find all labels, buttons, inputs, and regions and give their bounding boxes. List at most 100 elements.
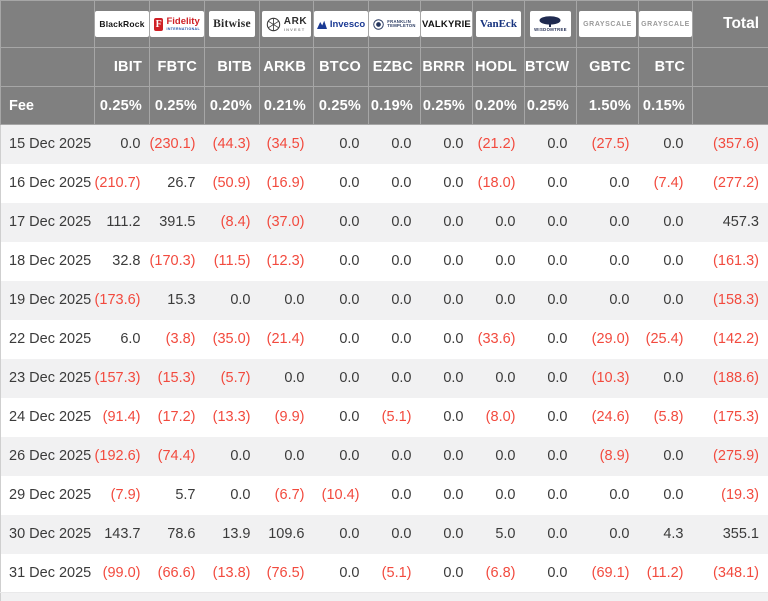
value-cell-BRRR: 0.0 (443, 487, 464, 503)
table-row: 17 Dec 2025 111.2 391.5 (8.4) (37.0) 0.0 0.0 0.… (0, 202, 768, 242)
total-cell: (275.9) (713, 448, 759, 464)
value-cell-GBTC: (29.0) (591, 331, 630, 347)
value-cell-ARKB: 0.0 (284, 448, 305, 464)
table-row: 29 Dec 2025 (7.9) 5.7 0.0 (6.7) (10.4) 0.0 0.0 0… (0, 475, 768, 515)
value-cell-FBTC: (74.4) (157, 448, 196, 464)
ticker-GBTC: GBTC (576, 47, 639, 87)
value-cell-BTCO: (10.4) (321, 487, 360, 503)
table-row: 22 Dec 2025 6.0 (3.8) (35.0) (21.4) 0.0 0.0 0.0… (0, 319, 768, 359)
value-cell-HODL: (8.0) (485, 409, 516, 425)
fee-ARKB: 0.21% (259, 86, 314, 125)
value-cell-ARKB: (76.5) (266, 564, 305, 581)
value-cell-GBTC: 0.0 (609, 487, 630, 503)
fidelity-wordmark: Fidelity INTERNATIONAL (166, 17, 200, 31)
value-cell-BTCO: 0.0 (339, 136, 360, 153)
value-cell-BTCW: 0.0 (547, 448, 568, 464)
value-cell-BTC: 0.0 (663, 214, 684, 230)
value-cell-HODL: (18.0) (477, 175, 516, 191)
value-cell-HODL: 0.0 (495, 370, 516, 386)
value-cell-BTCW: 0.0 (547, 136, 568, 153)
total-fee-cell (692, 86, 768, 125)
table-header: BlackRock F Fidelity INTERNATIONAL Bitwise AR… (0, 0, 768, 125)
date-cell: 29 Dec 2025 (9, 487, 92, 503)
value-cell-HODL: 0.0 (495, 292, 516, 308)
value-cell-BITB: 0.0 (230, 487, 251, 503)
value-cell-BTCO: 0.0 (339, 526, 360, 542)
valkyrie-wordmark: VALKYRIE (422, 18, 471, 30)
value-cell-BTCW: 0.0 (547, 564, 568, 581)
valkyrie-logo: VALKYRIE (421, 11, 472, 37)
ticker-BTC: BTC (638, 47, 693, 87)
fidelity-logo: F Fidelity INTERNATIONAL (150, 11, 204, 37)
value-cell-BITB: (44.3) (212, 136, 251, 153)
value-cell-BTCO: 0.0 (339, 409, 360, 425)
corner-cell (0, 0, 95, 48)
value-cell-ARKB: (37.0) (266, 214, 305, 230)
ark-wordmark: ARK INVEST (284, 16, 307, 32)
date-cell: 16 Dec 2025 (9, 175, 92, 191)
value-cell-ARKB: (9.9) (274, 409, 305, 425)
value-cell-EZBC: 0.0 (391, 448, 412, 464)
value-cell-BTCW: 0.0 (547, 487, 568, 503)
value-cell-BITB: 0.0 (230, 448, 251, 464)
date-cell: 26 Dec 2025 (9, 448, 92, 464)
value-cell-EZBC: 0.0 (391, 526, 412, 542)
date-cell: 22 Dec 2025 (9, 331, 92, 347)
partial-next-row (0, 592, 768, 601)
value-cell-BTC: 0.0 (663, 448, 684, 464)
value-cell-FBTC: 391.5 (159, 214, 196, 230)
grayscale-wordmark: GRAYSCALE (583, 20, 632, 28)
value-cell-BTC: 0.0 (663, 253, 684, 269)
value-cell-GBTC: 0.0 (609, 175, 630, 191)
wisdomtree-name: WISDOMTREE (534, 26, 567, 32)
value-cell-EZBC: 0.0 (391, 253, 412, 269)
grayscale-wordmark: GRAYSCALE (641, 20, 690, 28)
table-row: 15 Dec 2025 0.0 (230.1) (44.3) (34.5) 0.0 0.0 0… (0, 124, 768, 164)
value-cell-IBIT: 143.7 (104, 526, 141, 542)
value-cell-ARKB: (12.3) (266, 253, 305, 269)
value-cell-IBIT: 32.8 (112, 253, 141, 269)
bitwise-logo: Bitwise (209, 11, 255, 37)
value-cell-EZBC: 0.0 (391, 214, 412, 230)
franklin-line1: FRANKLIN (387, 18, 412, 24)
provider-logo-cell-EZBC: FRANKLIN TEMPLETON (368, 0, 421, 48)
value-cell-BRRR: 0.0 (443, 448, 464, 464)
provider-logo-cell-BRRR: VALKYRIE (420, 0, 473, 48)
value-cell-BITB: 0.0 (230, 292, 251, 308)
ticker-BTCW: BTCW (524, 47, 577, 87)
value-cell-BTCW: 0.0 (547, 253, 568, 269)
value-cell-BTC: 4.3 (663, 526, 684, 542)
value-cell-BTC: 0.0 (663, 487, 684, 503)
total-header: Total (692, 0, 768, 48)
value-cell-BTCW: 0.0 (547, 409, 568, 425)
blackrock-logo: BlackRock (95, 11, 149, 37)
value-cell-IBIT: (157.3) (94, 370, 141, 386)
value-cell-IBIT: (192.6) (94, 448, 141, 464)
value-cell-IBIT: (99.0) (102, 564, 141, 581)
value-cell-BTC: (5.8) (653, 409, 684, 425)
value-cell-HODL: 0.0 (495, 253, 516, 269)
value-cell-BTCO: 0.0 (339, 331, 360, 347)
value-cell-BTC: 0.0 (663, 136, 684, 153)
fee-row: Fee 0.25% 0.25% 0.20% 0.21% 0.25% 0.19% 0.25% 0… (0, 86, 768, 125)
value-cell-GBTC: 0.0 (609, 526, 630, 542)
fee-GBTC: 1.50% (576, 86, 639, 125)
fee-BTCO: 0.25% (313, 86, 369, 125)
value-cell-FBTC: (230.1) (149, 136, 196, 153)
date-cell: 19 Dec 2025 (9, 292, 92, 308)
grayscale-logo: GRAYSCALE (639, 11, 692, 37)
value-cell-BITB: (8.4) (220, 214, 251, 230)
value-cell-ARKB: 109.6 (268, 526, 305, 542)
value-cell-IBIT: (173.6) (94, 292, 141, 308)
value-cell-ARKB: (21.4) (266, 331, 305, 347)
invesco-wordmark: Invesco (329, 18, 366, 30)
ark-logo: ARK INVEST (261, 11, 312, 37)
value-cell-BTC: (25.4) (645, 331, 684, 347)
ticker-EZBC: EZBC (368, 47, 421, 87)
franklin-line2: TEMPLETON (387, 23, 416, 28)
date-cell: 18 Dec 2025 (9, 253, 92, 269)
value-cell-HODL: 0.0 (495, 448, 516, 464)
ark-globe-icon (266, 17, 281, 32)
value-cell-EZBC: 0.0 (391, 331, 412, 347)
value-cell-FBTC: 26.7 (167, 175, 196, 191)
